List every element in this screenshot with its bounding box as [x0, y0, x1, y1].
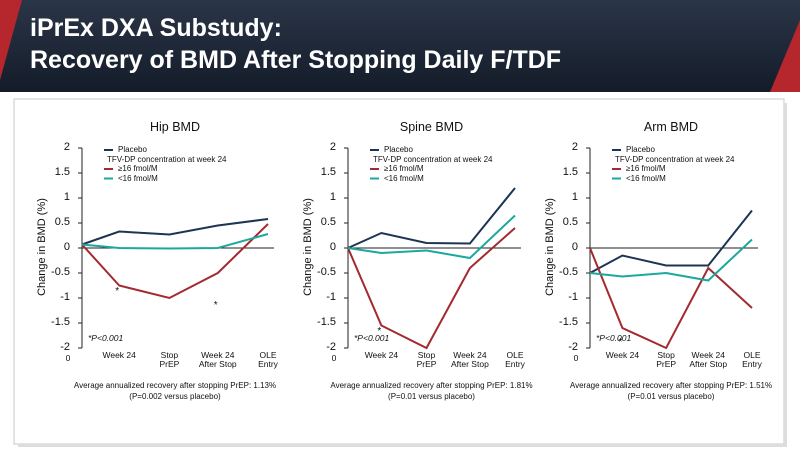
legend-label: <16 fmol/M [384, 173, 424, 183]
y-tick-label: 0 [571, 241, 578, 253]
header-band [0, 0, 800, 92]
legend-label: ≥16 fmol/M [384, 164, 424, 173]
y-tick-label: 1.5 [320, 166, 336, 178]
legend-label: <16 fmol/M [118, 173, 158, 183]
y-tick-label: 2 [329, 141, 336, 153]
note: *P<0.001 [596, 333, 632, 343]
series-line [81, 233, 269, 250]
x-tick-label: OLE Entry [742, 350, 762, 369]
footnote: Average annualized recovery after stoppi… [330, 381, 533, 390]
series-line [81, 218, 269, 246]
y-tick-label: 0.5 [54, 216, 70, 228]
legend-label: <16 fmol/M [626, 173, 666, 183]
y-tick-label: -0.5 [51, 266, 70, 278]
x-tick-label: OLE Entry [505, 350, 525, 369]
legend-title: TFV-DP concentration at week 24 [107, 154, 227, 164]
series-line [347, 227, 516, 350]
x-tick-label: Stop PrEP [656, 350, 677, 369]
note: *P<0.001 [88, 333, 124, 343]
x-tick-label: Stop PrEP [159, 350, 180, 369]
significance-marker: * [115, 286, 120, 297]
header-accent [0, 0, 22, 80]
y-tick-label: -1 [60, 291, 70, 303]
content-panel [13, 98, 785, 445]
x-tick-label: Week 24 [364, 350, 399, 360]
y-tick-label: 0.5 [562, 216, 578, 228]
y-tick-label: -2 [326, 341, 336, 353]
significance-marker: * [618, 336, 623, 348]
panel-shadow [784, 103, 787, 447]
y-tick-label: -1 [568, 291, 578, 303]
y-tick-label: -0.5 [317, 266, 336, 278]
x-tick-label: Stop PrEP [416, 350, 437, 369]
x-tick-label: 0 [573, 353, 579, 363]
series-line [589, 238, 753, 282]
x-tick-label: Week 24 [605, 350, 640, 360]
note: *P<0.001 [354, 333, 390, 343]
y-tick-label: -2 [60, 341, 70, 353]
legend-title: TFV-DP concentration at week 24 [615, 154, 735, 164]
legend-label: ≥16 fmol/M [118, 164, 158, 173]
y-tick-label: 0 [329, 241, 336, 253]
series-line [589, 247, 753, 350]
y-tick-label: 1.5 [562, 166, 578, 178]
series-line [347, 187, 516, 249]
footnote: (P=0.01 versus placebo) [627, 392, 715, 401]
header-accent [770, 20, 800, 92]
legend-title: TFV-DP concentration at week 24 [373, 154, 493, 164]
series-line [81, 223, 269, 300]
y-tick-label: 1 [63, 191, 70, 203]
footnote: (P=0.01 versus placebo) [388, 392, 475, 401]
y-tick-label: 1.5 [54, 166, 70, 178]
x-tick-label: Week 24 After Stop [198, 350, 237, 369]
chart-title: Arm BMD [643, 120, 699, 134]
panel-shadow [18, 444, 787, 447]
series-line [589, 209, 753, 274]
y-tick-label: -1.5 [317, 316, 336, 328]
legend-label: ≥16 fmol/M [626, 164, 666, 173]
significance-marker: * [213, 300, 218, 311]
x-tick-label: OLE Entry [258, 350, 278, 369]
y-tick-label: 2 [63, 141, 70, 153]
slide-title: iPrEx DXA Substudy: [30, 14, 282, 42]
series-line [347, 214, 516, 260]
x-tick-label: 0 [65, 353, 71, 363]
y-tick-label: -1 [326, 291, 336, 303]
y-tick-label: -1.5 [51, 316, 70, 328]
footnote: (P=0.002 versus placebo) [129, 392, 221, 401]
y-tick-label: -0.5 [559, 266, 578, 278]
x-tick-label: Week 24 After Stop [689, 350, 728, 369]
significance-marker: * [377, 326, 382, 337]
y-tick-label: 1 [571, 191, 578, 203]
y-tick-label: 0 [63, 241, 70, 253]
slide-title: Recovery of BMD After Stopping Daily F/T… [30, 46, 562, 74]
y-tick-label: 2 [571, 141, 578, 153]
legend-label: Placebo [626, 145, 655, 154]
y-tick-label: 1 [329, 191, 336, 203]
chart-title: Hip BMD [149, 120, 200, 134]
y-tick-label: 0.5 [320, 216, 336, 228]
x-tick-label: 0 [331, 353, 337, 363]
y-tick-label: -1.5 [559, 316, 578, 328]
y-tick-label: -2 [568, 341, 578, 353]
x-tick-label: Week 24 After Stop [451, 350, 489, 369]
chart-title: Spine BMD [399, 120, 464, 134]
x-tick-label: Week 24 [102, 350, 136, 360]
legend-label: Placebo [118, 145, 147, 154]
footnote: Average annualized recovery after stoppi… [73, 381, 277, 390]
footnote: Average annualized recovery after stoppi… [569, 381, 773, 390]
legend-label: Placebo [384, 145, 413, 154]
